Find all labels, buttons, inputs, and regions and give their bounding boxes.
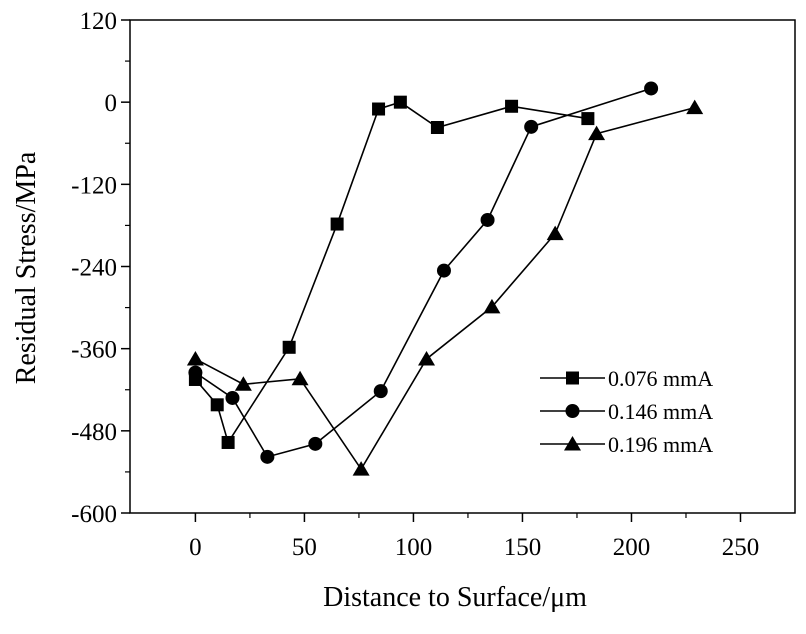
data-point-triangle bbox=[234, 376, 252, 391]
y-tick-label: 120 bbox=[80, 8, 118, 35]
y-tick-label: -600 bbox=[71, 501, 117, 528]
data-point-triangle bbox=[352, 461, 370, 476]
data-point-square bbox=[581, 112, 595, 126]
legend-entry: 0.146 mmA bbox=[540, 399, 713, 424]
data-point-square bbox=[393, 95, 407, 109]
y-tick-label: -120 bbox=[71, 172, 117, 199]
legend-marker-circle bbox=[565, 404, 580, 418]
x-tick-label: 0 bbox=[189, 534, 202, 561]
x-tick-label: 100 bbox=[395, 534, 433, 561]
data-point-circle bbox=[225, 390, 240, 405]
y-tick-label: -240 bbox=[71, 255, 117, 282]
data-point-square bbox=[210, 398, 224, 412]
data-point-circle bbox=[373, 384, 388, 399]
y-tick-label: -360 bbox=[71, 337, 117, 364]
data-point-circle bbox=[524, 119, 539, 134]
data-point-circle bbox=[308, 436, 323, 451]
y-axis-tick-labels: -600 -480 -360 -240 -120 0 120 bbox=[71, 8, 117, 528]
data-point-triangle bbox=[418, 350, 436, 366]
legend: 0.076 mmA 0.146 mmA 0.196 mmA bbox=[540, 366, 713, 457]
data-point-circle bbox=[260, 449, 275, 464]
legend-marker-square bbox=[566, 371, 579, 385]
series-layer bbox=[186, 81, 704, 476]
y-axis-title: Residual Stress/MPa bbox=[11, 151, 42, 384]
legend-label: 0.076 mmA bbox=[608, 366, 713, 391]
x-tick-label: 250 bbox=[722, 534, 760, 561]
data-point-square bbox=[282, 340, 296, 354]
legend-label: 0.196 mmA bbox=[608, 432, 713, 457]
series-line bbox=[194, 87, 652, 458]
series-triangle bbox=[186, 99, 704, 476]
series-circle bbox=[188, 81, 659, 464]
legend-entry: 0.196 mmA bbox=[540, 432, 713, 457]
data-point-triangle bbox=[186, 350, 204, 366]
data-point-square bbox=[372, 102, 386, 116]
data-point-circle bbox=[480, 212, 495, 227]
data-point-square bbox=[505, 99, 519, 113]
x-axis-tick-labels: 0 50 100 150 200 250 bbox=[189, 534, 759, 561]
x-axis-title: Distance to Surface/μm bbox=[323, 582, 587, 613]
data-point-triangle bbox=[291, 370, 309, 386]
data-point-square bbox=[430, 121, 444, 135]
legend-entry: 0.076 mmA bbox=[540, 366, 713, 391]
y-axis-ticks bbox=[121, 19, 130, 514]
data-point-triangle bbox=[483, 298, 501, 314]
data-point-circle bbox=[188, 365, 203, 380]
data-point-circle bbox=[644, 81, 659, 96]
x-tick-label: 50 bbox=[292, 534, 317, 561]
legend-marker-triangle bbox=[564, 436, 581, 451]
data-point-square bbox=[330, 217, 344, 231]
y-tick-label: -480 bbox=[71, 419, 117, 446]
data-point-square bbox=[221, 435, 235, 449]
data-point-triangle bbox=[546, 225, 564, 241]
data-point-triangle bbox=[686, 99, 704, 115]
x-tick-label: 150 bbox=[504, 534, 542, 561]
series-line bbox=[194, 101, 588, 445]
data-point-triangle bbox=[588, 125, 606, 141]
legend-label: 0.146 mmA bbox=[608, 399, 713, 424]
data-point-circle bbox=[436, 263, 451, 278]
series-square bbox=[188, 95, 595, 449]
x-axis-ticks bbox=[194, 513, 742, 522]
x-tick-label: 200 bbox=[613, 534, 651, 561]
y-tick-label: 0 bbox=[105, 90, 118, 117]
